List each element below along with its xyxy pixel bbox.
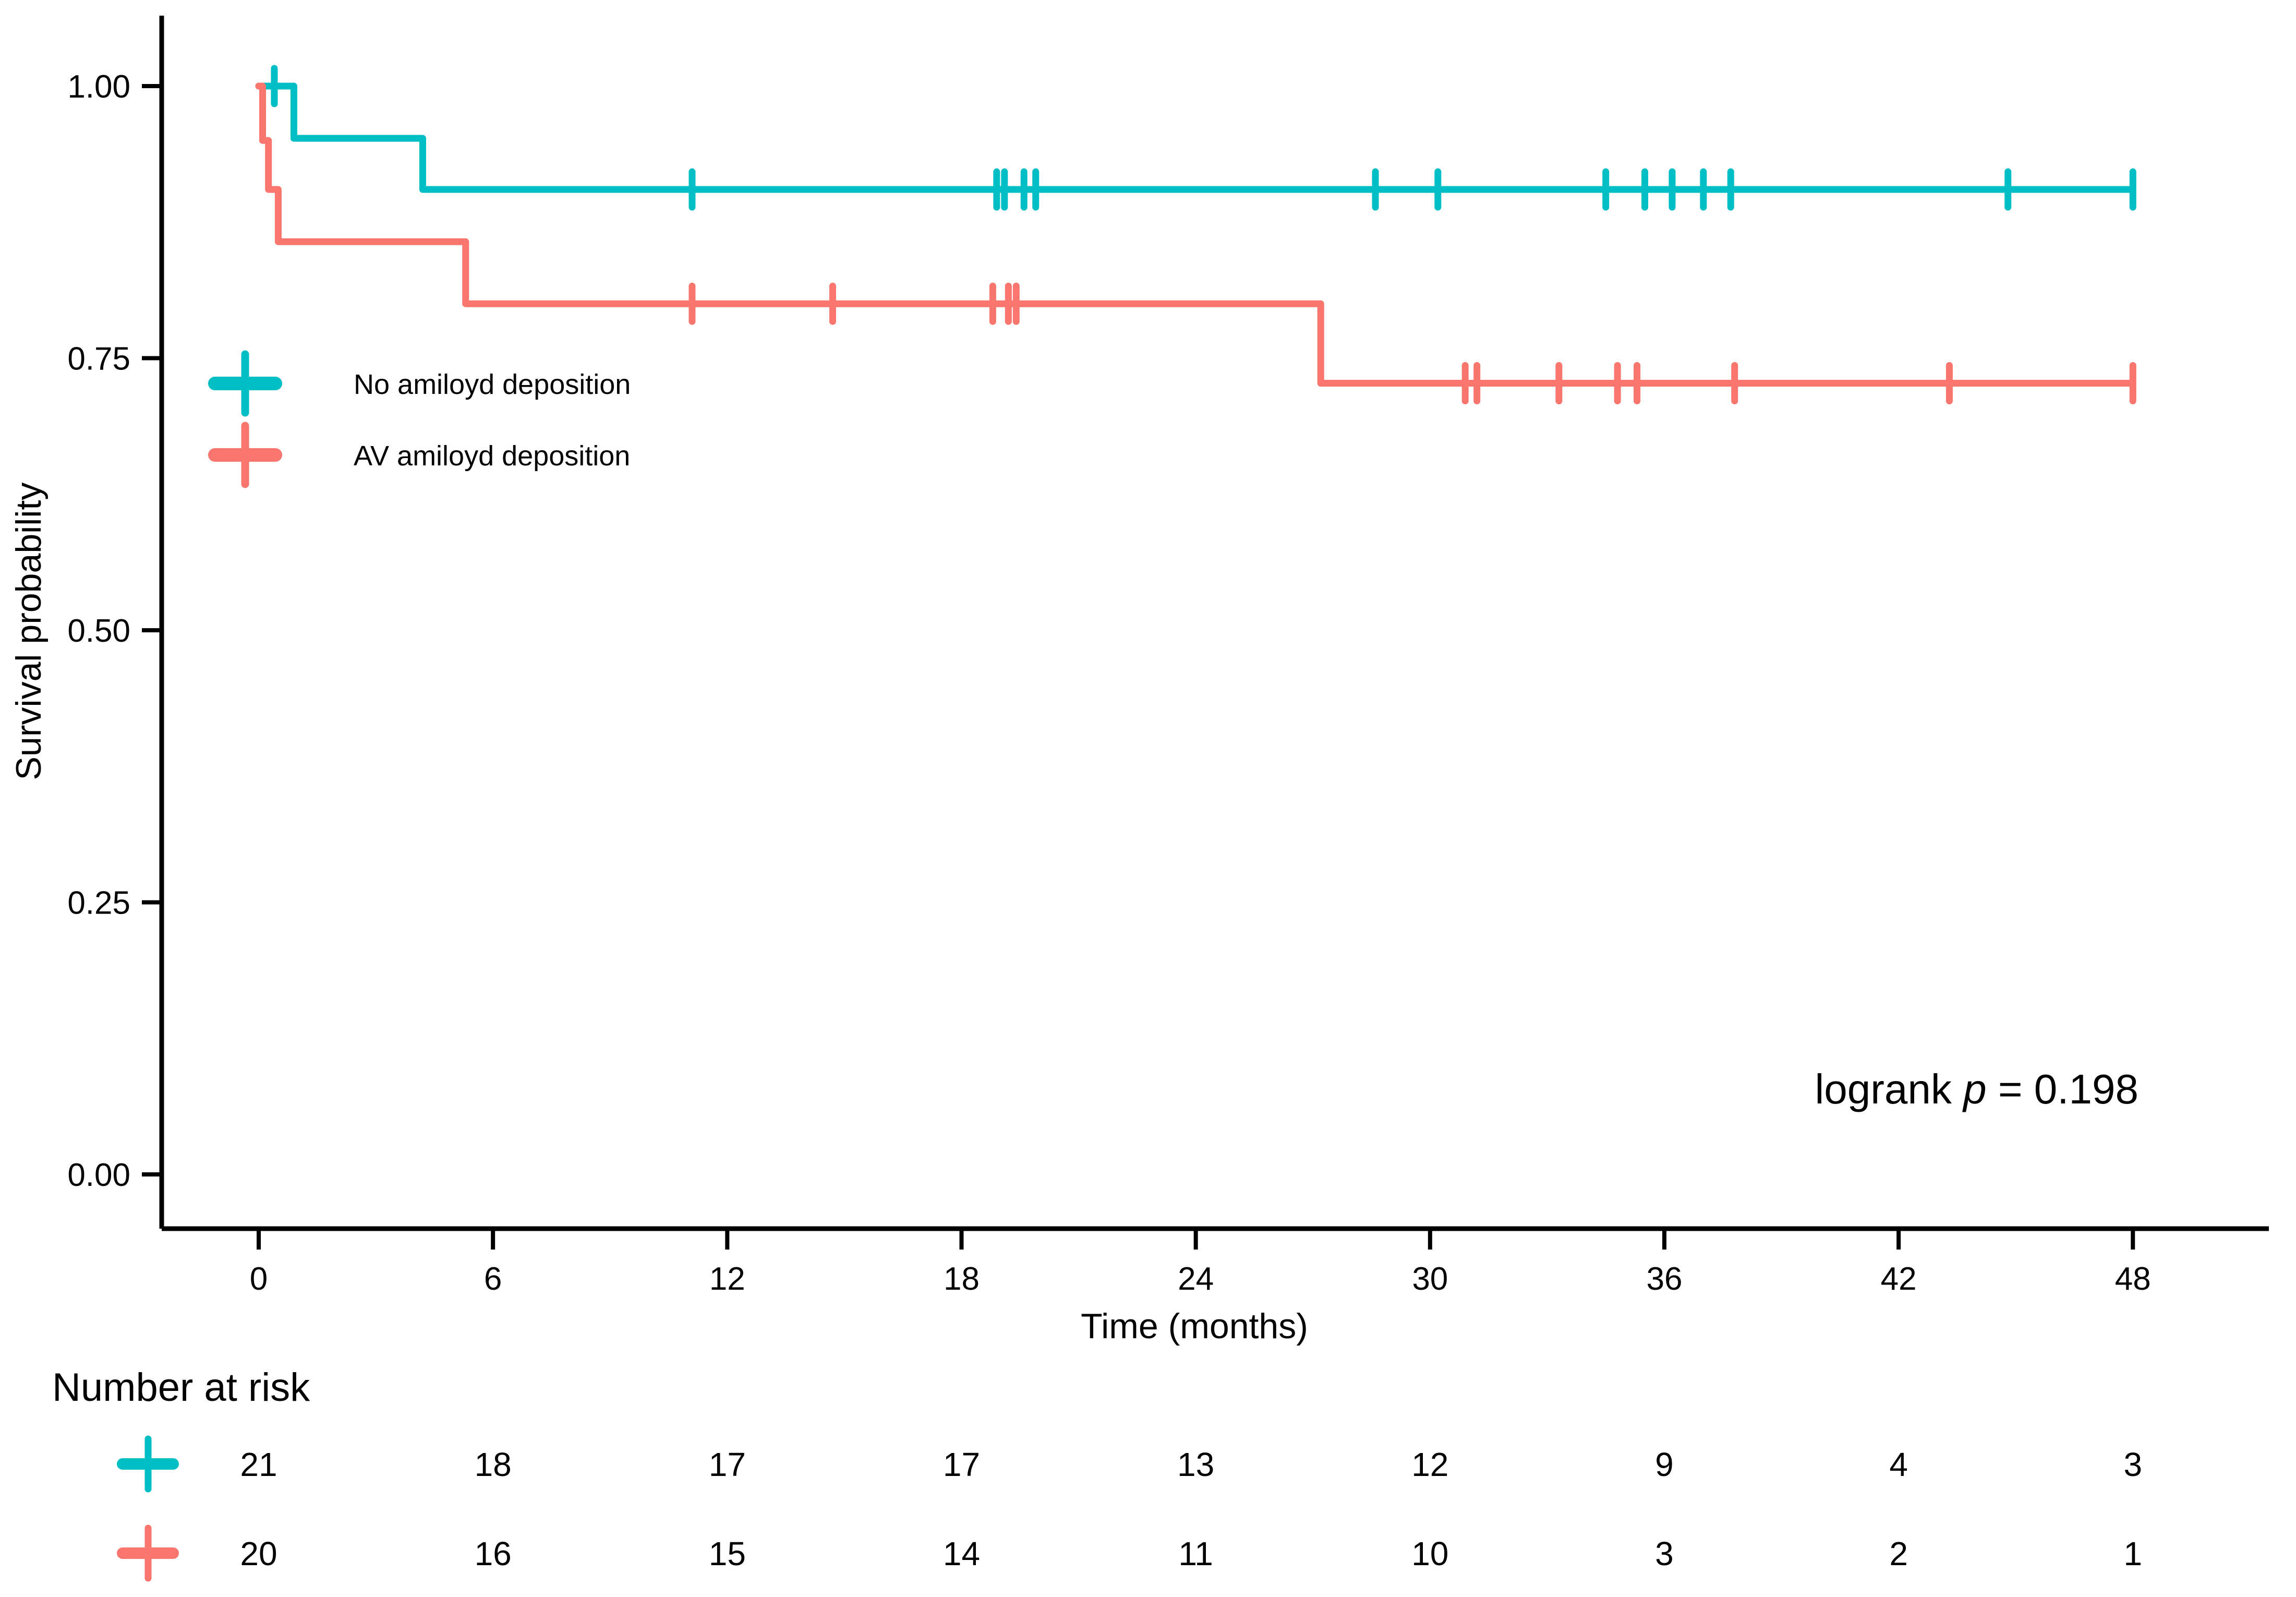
survival-curves [255, 82, 2136, 387]
censor-marks [271, 65, 2136, 404]
x-tick-label: 48 [2115, 1261, 2151, 1297]
y-tick-label: 0.00 [67, 1157, 130, 1193]
legend-label-no-deposition: No amiloyd deposition [354, 369, 631, 400]
risk-table: 21 18 17 17 13 12 9 4 320 16 15 14 11 10 3 2 1 [117, 1435, 2142, 1582]
risk-count: 18 [475, 1446, 512, 1483]
risk-count: 15 [709, 1535, 746, 1572]
risk-count: 3 [2123, 1446, 2142, 1483]
risk-count: 2 [1889, 1535, 1908, 1572]
risk-count: 12 [1411, 1446, 1448, 1483]
x-tick-label: 12 [709, 1261, 745, 1297]
x-axis-ticks: 0 6 12 18 24 30 36 42 48 [250, 1229, 2151, 1297]
survival-curve [255, 82, 2136, 387]
x-tick-label: 42 [1881, 1261, 1917, 1297]
x-tick-label: 24 [1178, 1261, 1214, 1297]
risk-count: 13 [1177, 1446, 1214, 1483]
risk-count: 10 [1411, 1535, 1448, 1572]
risk-count: 16 [475, 1535, 512, 1572]
risk-count: 20 [240, 1535, 277, 1572]
logrank-annotation: logrank p = 0.198 [1815, 1066, 2138, 1112]
risk-count: 3 [1655, 1535, 1674, 1572]
y-tick-label: 0.75 [67, 341, 130, 377]
risk-count: 9 [1655, 1446, 1674, 1483]
y-tick-label: 0.50 [67, 613, 130, 649]
risk-count: 17 [709, 1446, 746, 1483]
x-tick-label: 0 [250, 1261, 268, 1297]
x-tick-label: 30 [1412, 1261, 1448, 1297]
x-tick-label: 6 [484, 1261, 502, 1297]
y-axis-title: Survival probability [9, 483, 49, 781]
risk-count: 14 [943, 1535, 980, 1572]
risk-table-title: Number at risk [52, 1365, 310, 1410]
y-tick-label: 0.25 [67, 885, 130, 921]
risk-count: 4 [1889, 1446, 1908, 1483]
risk-count: 1 [2123, 1535, 2142, 1572]
legend: No amiloyd deposition AV amiloyd deposit… [208, 350, 631, 488]
risk-count: 17 [943, 1446, 980, 1483]
risk-count: 21 [240, 1446, 277, 1483]
y-tick-label: 1.00 [67, 69, 130, 105]
y-axis-ticks: 1.00 0.75 0.50 0.25 0.00 [67, 69, 162, 1193]
risk-count: 11 [1178, 1535, 1213, 1572]
x-tick-label: 36 [1646, 1261, 1682, 1297]
x-tick-label: 18 [944, 1261, 980, 1297]
legend-label-av-deposition: AV amiloyd deposition [354, 440, 630, 472]
x-axis-title: Time (months) [1081, 1306, 1308, 1346]
legend-markers [208, 350, 282, 488]
survival-curve [255, 82, 2136, 193]
